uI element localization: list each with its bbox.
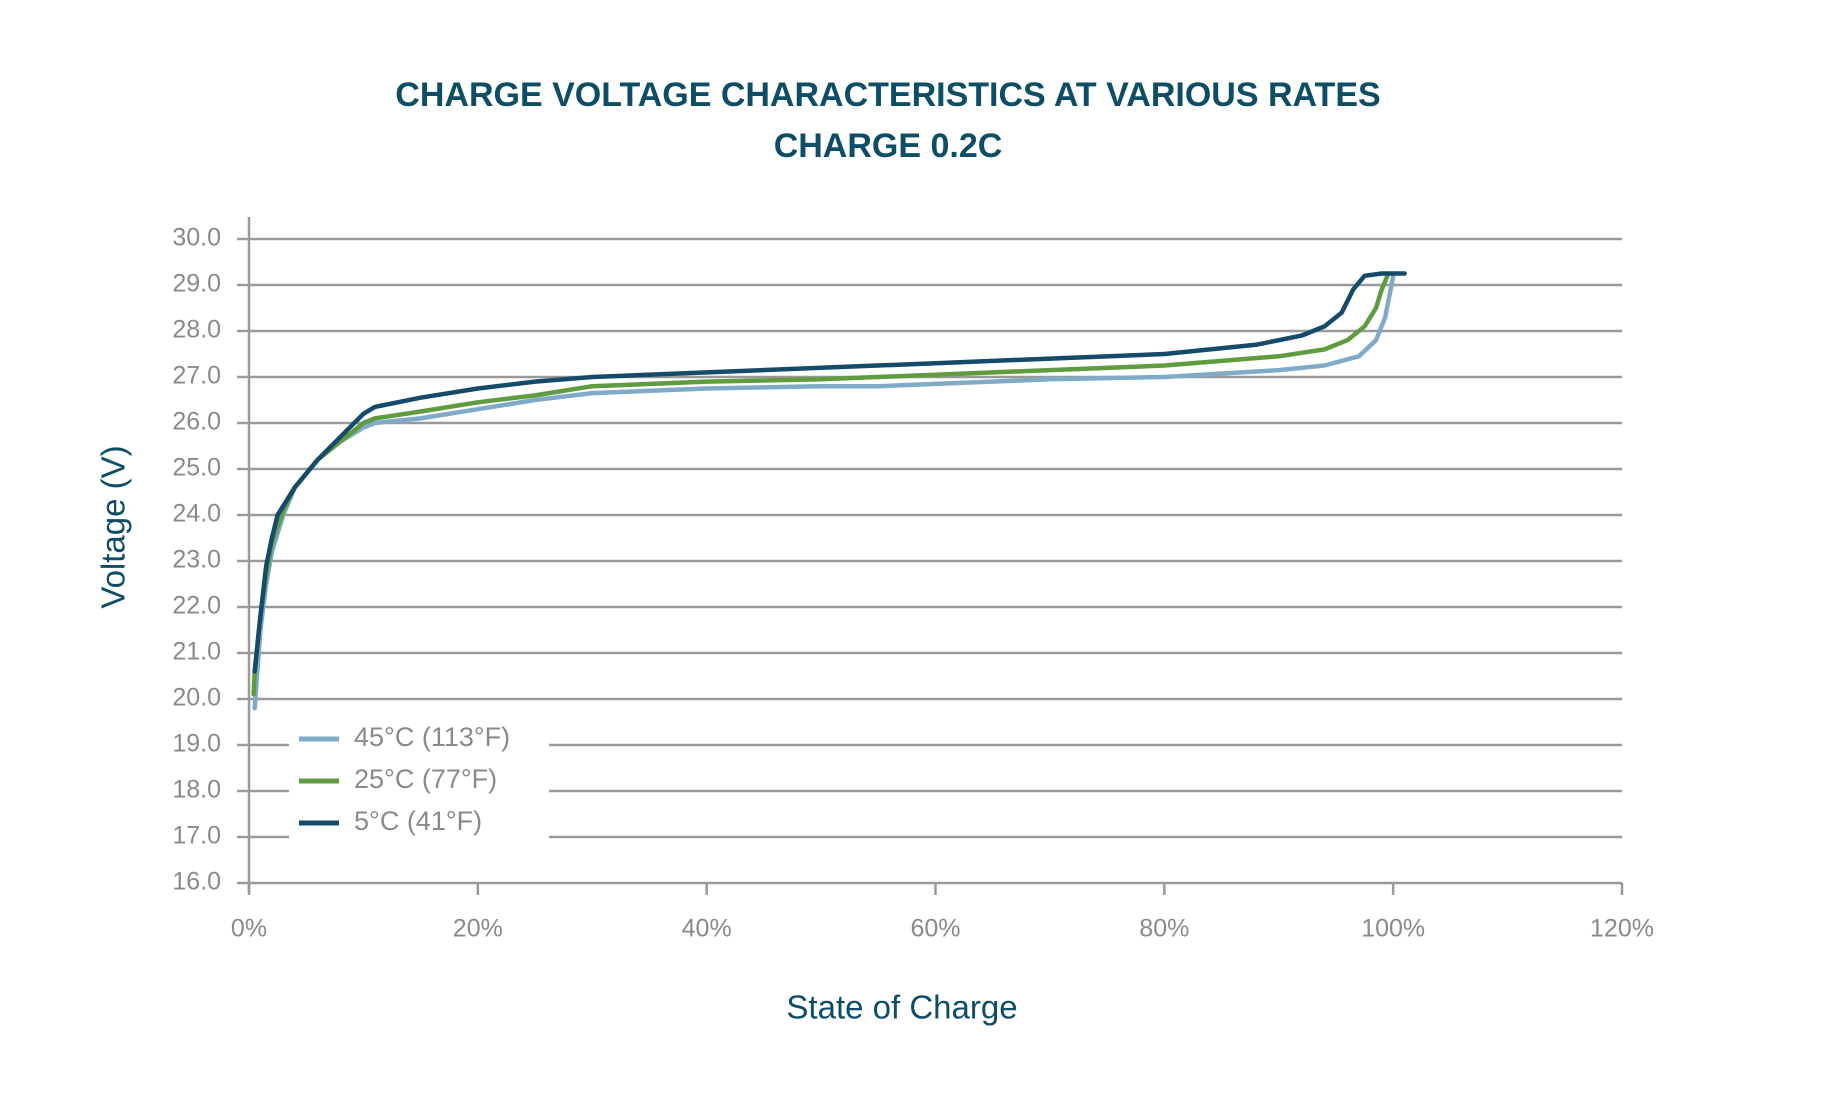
series-line (251, 273, 1390, 697)
chart-title: CHARGE VOLTAGE CHARACTERISTICS AT VARIOU… (395, 76, 1380, 114)
chart-subtitle: CHARGE 0.2C (774, 127, 1003, 165)
y-tick-label: 29.0 (172, 270, 221, 298)
x-tick-label: 60% (910, 915, 960, 943)
y-tick-label: 16.0 (172, 868, 221, 896)
legend-label: 25°C (77°F) (354, 764, 497, 794)
y-tick-label: 20.0 (172, 684, 221, 712)
x-axis-title: State of Charge (786, 989, 1017, 1026)
x-tick-label: 100% (1361, 915, 1425, 943)
x-tick-label: 120% (1590, 915, 1654, 943)
legend-label: 45°C (113°F) (354, 722, 510, 752)
y-tick-label: 26.0 (172, 408, 221, 436)
y-tick-label: 21.0 (172, 638, 221, 666)
x-tick-label: 40% (682, 915, 732, 943)
y-tick-label: 25.0 (172, 454, 221, 482)
y-tick-label: 22.0 (172, 592, 221, 620)
legend: 45°C (113°F) 25°C (77°F) 5°C (41°F) (289, 713, 549, 849)
x-tick-label: 20% (453, 915, 503, 943)
y-tick-label: 19.0 (172, 730, 221, 758)
y-tick-label: 24.0 (172, 500, 221, 528)
legend-label: 5°C (41°F) (354, 806, 482, 836)
y-axis-title: Voltage (V) (95, 445, 132, 608)
x-tick-label: 0% (231, 915, 267, 943)
y-tick-label: 28.0 (172, 316, 221, 344)
y-tick-label: 18.0 (172, 776, 221, 804)
series-line (252, 271, 1407, 674)
y-tick-label: 17.0 (172, 822, 221, 850)
y-tick-label: 27.0 (172, 362, 221, 390)
y-tick-label: 23.0 (172, 546, 221, 574)
series-line (252, 273, 1396, 711)
y-tick-label: 30.0 (172, 224, 221, 252)
x-tick-label: 80% (1139, 915, 1189, 943)
